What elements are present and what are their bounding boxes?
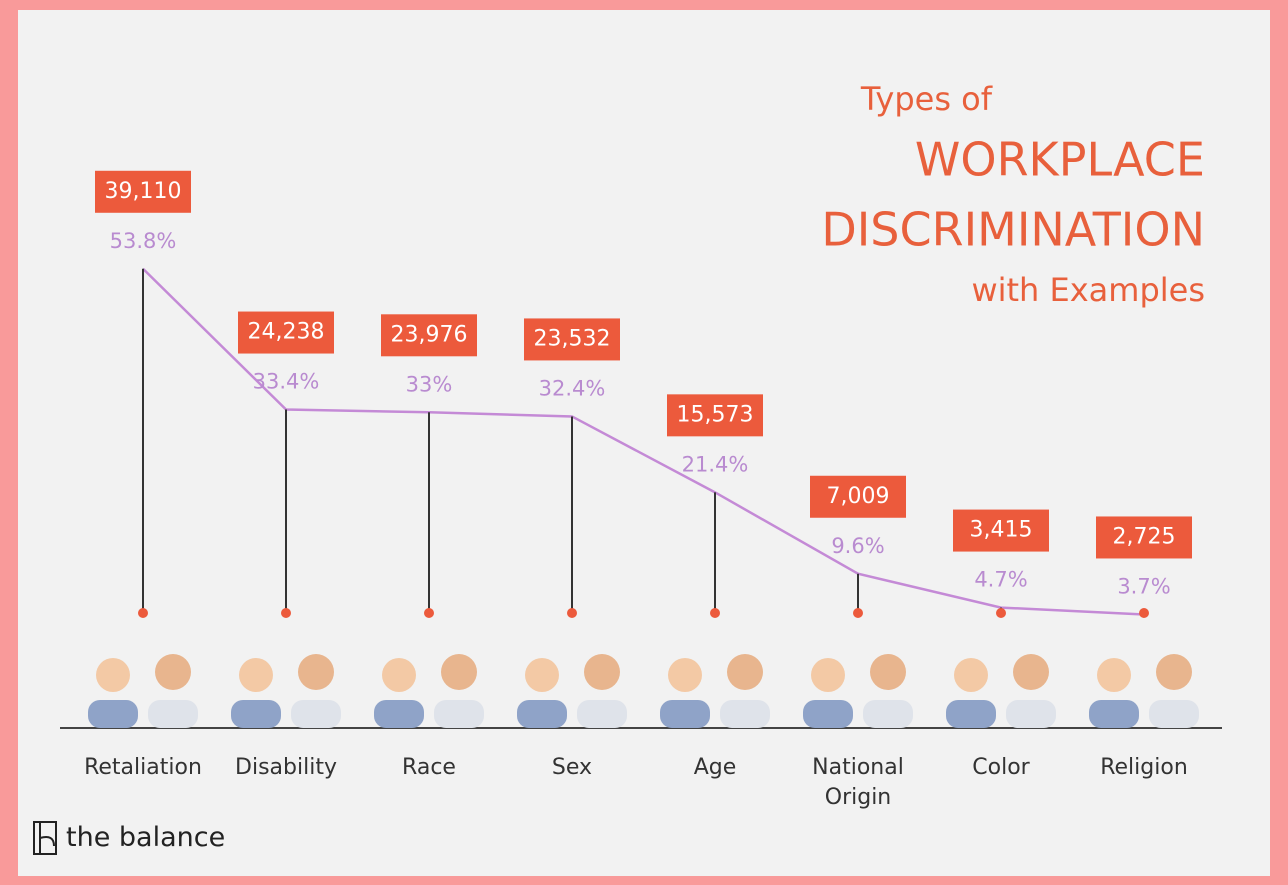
value-label: 21.4%	[682, 452, 749, 476]
icon-body	[1089, 700, 1139, 728]
icon-head	[298, 654, 334, 690]
value-label: 53.8%	[110, 229, 177, 253]
count-label: 23,976	[391, 322, 468, 347]
x-tick-label: Color	[931, 753, 1071, 783]
icon-body	[148, 700, 198, 728]
icon-body	[231, 700, 281, 728]
icon	[803, 654, 913, 728]
x-tick-label: Disability	[216, 753, 356, 783]
icon-head	[441, 654, 477, 690]
count-label: 39,110	[105, 179, 182, 204]
icon	[517, 654, 627, 728]
icon-body	[517, 700, 567, 728]
value-label: 33%	[406, 372, 453, 396]
value-label: 3.7%	[1117, 574, 1170, 598]
icon-head	[1097, 658, 1131, 692]
icon	[946, 654, 1056, 728]
x-tick-label: Religion	[1074, 753, 1214, 783]
count-label: 24,238	[248, 320, 325, 345]
count-label: 7,009	[827, 484, 890, 509]
icon-head	[155, 654, 191, 690]
icon-body	[434, 700, 484, 728]
icon-head	[811, 658, 845, 692]
icon-body	[863, 700, 913, 728]
source: the balance	[66, 822, 225, 853]
icon-head	[584, 654, 620, 690]
icon-body	[660, 700, 710, 728]
icon-head	[382, 658, 416, 692]
value-label: 4.7%	[974, 568, 1027, 592]
count-label: 2,725	[1113, 524, 1176, 549]
title: Types of WORKPLACE DISCRIMINATION with E…	[821, 80, 1205, 309]
dot	[424, 608, 434, 618]
icon-body	[946, 700, 996, 728]
icon-body	[88, 700, 138, 728]
x-tick-label: Sex	[502, 753, 642, 783]
icon-body	[577, 700, 627, 728]
dot	[567, 608, 577, 618]
icon-head	[668, 658, 702, 692]
title-line: DISCRIMINATION	[821, 203, 1205, 257]
icon-body	[291, 700, 341, 728]
icon	[1089, 654, 1199, 728]
title-line: Types of	[860, 80, 993, 118]
dot	[281, 608, 291, 618]
icon-head	[239, 658, 273, 692]
icon	[660, 654, 770, 728]
count-label: 23,532	[534, 326, 611, 351]
logo-icon	[34, 822, 56, 854]
icon-head	[954, 658, 988, 692]
icon-head	[96, 658, 130, 692]
icon-body	[374, 700, 424, 728]
icon-body	[803, 700, 853, 728]
value-label: 9.6%	[831, 534, 884, 558]
x-tick-label: Age	[645, 753, 785, 783]
dot	[1139, 608, 1149, 618]
title-line: WORKPLACE	[915, 133, 1205, 187]
icon-head	[870, 654, 906, 690]
x-tick-label: Race	[359, 753, 499, 783]
x-tick-label: Retaliation	[73, 753, 213, 783]
title-line: with Examples	[971, 271, 1205, 309]
icon-body	[1149, 700, 1199, 728]
icon	[88, 654, 198, 728]
icon-head	[727, 654, 763, 690]
icon	[231, 654, 341, 728]
x-tick-label: National Origin	[788, 753, 928, 813]
icon-head	[1156, 654, 1192, 690]
dot	[853, 608, 863, 618]
icon	[374, 654, 484, 728]
count-label: 3,415	[970, 518, 1033, 543]
dot	[996, 608, 1006, 618]
icon-body	[720, 700, 770, 728]
dot	[138, 608, 148, 618]
count-label: 15,573	[677, 402, 754, 427]
icon-head	[1013, 654, 1049, 690]
dot	[710, 608, 720, 618]
value-label: 32.4%	[539, 376, 606, 400]
icon-body	[1006, 700, 1056, 728]
page: Types of WORKPLACE DISCRIMINATION with E…	[0, 0, 1288, 885]
value-label: 33.4%	[253, 370, 320, 394]
icon-head	[525, 658, 559, 692]
